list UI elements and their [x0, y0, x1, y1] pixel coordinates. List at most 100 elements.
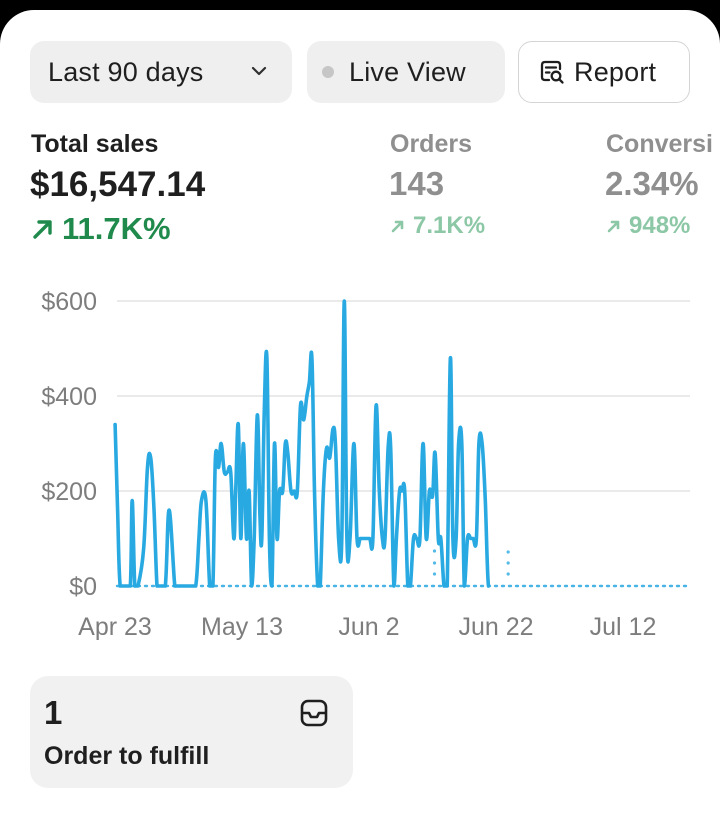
metric-orders[interactable]: Orders 143 7.1K% [389, 128, 589, 250]
sales-data-point [282, 441, 288, 447]
sales-data-point [330, 426, 336, 432]
sales-data-point [187, 583, 193, 589]
sales-data-point [382, 536, 388, 542]
sales-data-point [269, 583, 275, 589]
live-view-button[interactable]: Live View [307, 41, 505, 103]
sales-data-point [112, 422, 118, 428]
sales-data-point [376, 488, 382, 494]
sales-data-point [320, 488, 326, 494]
sales-data-point [420, 441, 426, 447]
metric-label: Total sales [31, 130, 159, 158]
sales-data-point [228, 469, 234, 475]
sales-data-point [417, 536, 423, 542]
sales-data-point [324, 445, 330, 451]
x-tick-label: Jun 2 [338, 613, 399, 641]
sales-data-point [246, 488, 252, 494]
sales-data-point [393, 536, 399, 542]
sales-data-point [332, 441, 338, 447]
metric-change: 948% [606, 212, 690, 240]
sales-data-point [231, 536, 237, 542]
sales-data-point [266, 536, 272, 542]
metric-conversion[interactable]: Conversi 2.34% 948% [605, 128, 720, 250]
sales-data-point [210, 583, 216, 589]
sales-data-point [388, 445, 394, 451]
sales-data-point [218, 441, 224, 447]
sales-data-point [148, 455, 154, 461]
sales-data-point [438, 536, 444, 542]
sales-data-point [317, 583, 323, 589]
sales-data-point [482, 498, 488, 504]
y-tick-label: $600 [41, 288, 97, 316]
sales-data-point [264, 355, 270, 361]
sales-data-point [473, 536, 479, 542]
sales-data-point [311, 488, 317, 494]
sales-data-point [327, 455, 333, 461]
sales-data-point [141, 545, 147, 551]
sales-data-point [271, 441, 277, 447]
metric-change-value: 7.1K% [413, 212, 486, 239]
sales-data-point [285, 450, 291, 456]
sales-data-point [444, 583, 450, 589]
inbox-icon [300, 699, 328, 727]
sales-data-point [489, 536, 495, 542]
date-range-dropdown[interactable]: Last 90 days [30, 41, 292, 103]
sales-data-point [351, 441, 357, 447]
sales-data-point [259, 536, 265, 542]
sales-data-point [347, 536, 353, 542]
metric-value: 143 [389, 165, 445, 202]
sales-data-point [240, 441, 246, 447]
sales-data-point [306, 379, 312, 385]
sales-data-point [238, 536, 244, 542]
sales-data-point [298, 403, 304, 409]
y-tick-label: $400 [41, 383, 97, 411]
sales-data-point [301, 417, 307, 423]
live-status-dot [322, 66, 334, 78]
sales-data-point [251, 536, 257, 542]
sales-data-point [180, 583, 186, 589]
sales-data-point [479, 441, 485, 447]
sales-data-point [432, 450, 438, 456]
sales-data-point [402, 488, 408, 494]
orders-to-fulfill-card[interactable]: 1 Order to fulfill [30, 676, 353, 788]
sales-data-point [485, 583, 491, 589]
sales-data-point [233, 488, 239, 494]
sales-data-point [193, 583, 199, 589]
arrow-up-right-icon [391, 220, 404, 233]
comparison-dot [506, 550, 510, 554]
x-tick-label: Apr 23 [78, 613, 152, 641]
arrow-up-right-icon [33, 220, 52, 239]
sales-data-point [447, 355, 453, 361]
metric-value: $16,547.14 [30, 165, 206, 204]
x-tick-label: May 13 [201, 613, 283, 641]
date-range-label: Last 90 days [48, 56, 204, 87]
metric-value: 2.34% [605, 165, 699, 202]
analytics-sheet: Last 90 days Live View Report Total sale… [0, 10, 720, 830]
comparison-dot [506, 572, 510, 576]
sales-data-point [166, 507, 172, 513]
sales-data-point [370, 536, 376, 542]
y-tick-label: $200 [41, 478, 97, 506]
sales-data-point [341, 298, 347, 304]
sales-series-line [113, 299, 491, 588]
comparison-dot [506, 561, 510, 565]
sales-data-point [407, 583, 413, 589]
sales-line-chart[interactable]: $600 $400 $200 $0 Apr 23 May 13 Jun 2 Jun 22 Jul… [0, 280, 720, 650]
sales-data-point [373, 403, 379, 409]
sales-data-point [274, 536, 280, 542]
metric-change-value: 948% [629, 212, 691, 239]
sales-data-point [430, 493, 436, 499]
sales-data-point [212, 455, 218, 461]
metric-total-sales[interactable]: Total sales $16,547.14 11.7K% [30, 128, 360, 250]
sales-data-point [294, 488, 300, 494]
sales-data-point [261, 407, 267, 413]
metric-change: 11.7K% [30, 211, 171, 247]
fulfill-count: 1 [44, 694, 63, 731]
sales-data-point [249, 583, 255, 589]
sales-data-point [203, 498, 209, 504]
arrow-up-right-icon [607, 220, 620, 233]
sales-data-point [453, 536, 459, 542]
report-button[interactable]: Report [518, 41, 690, 103]
sales-data-point [235, 422, 241, 428]
metric-change: 7.1K% [390, 212, 485, 240]
metric-label: Orders [390, 130, 472, 158]
